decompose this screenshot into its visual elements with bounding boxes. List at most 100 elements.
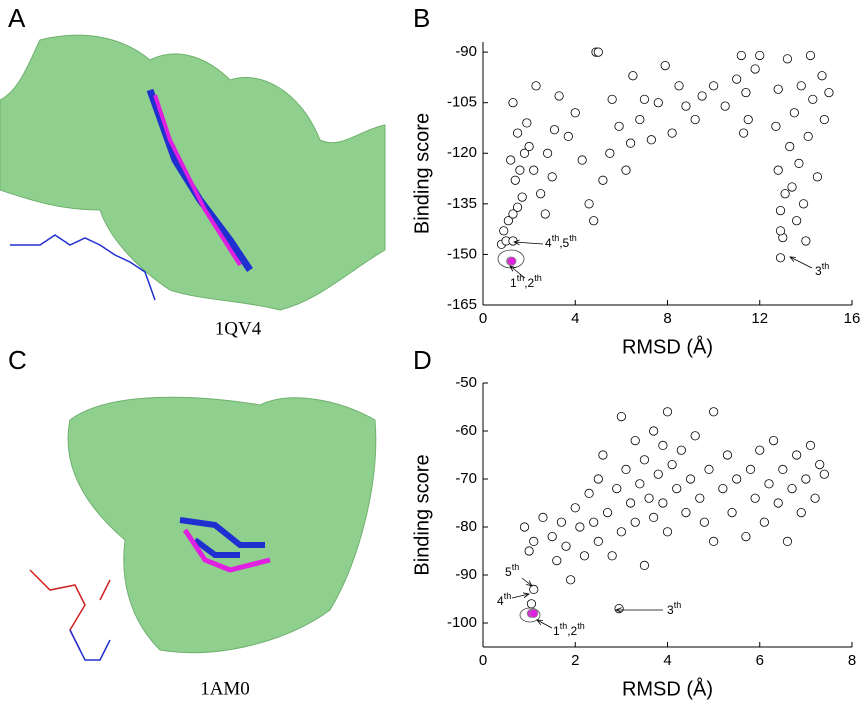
data-point xyxy=(612,483,622,494)
data-point xyxy=(563,131,573,142)
y-tick-label: -50 xyxy=(455,374,477,391)
data-point xyxy=(653,98,663,108)
panel-label: D xyxy=(413,345,432,375)
annotation-arrow xyxy=(511,594,529,599)
data-point xyxy=(792,450,802,460)
data-point xyxy=(741,87,751,98)
data-point xyxy=(803,131,813,142)
data-point xyxy=(775,226,786,236)
annotation-arrow xyxy=(537,620,553,629)
data-point xyxy=(695,493,705,503)
data-point xyxy=(566,575,576,585)
structure-label: 1AM0 xyxy=(200,678,250,699)
x-axis-label: RMSD (Å) xyxy=(622,335,713,358)
data-point xyxy=(709,407,719,417)
data-point xyxy=(605,148,615,158)
data-point xyxy=(635,114,645,125)
annotation-arrow xyxy=(790,257,813,269)
data-point xyxy=(773,84,783,94)
data-point xyxy=(801,236,811,246)
data-point xyxy=(660,61,670,71)
panel-label: A xyxy=(8,3,26,33)
data-point xyxy=(554,91,564,101)
data-point xyxy=(524,546,534,556)
data-point xyxy=(690,431,700,441)
data-point xyxy=(785,141,795,152)
data-point xyxy=(621,165,631,175)
data-point xyxy=(768,435,779,446)
data-point xyxy=(794,158,804,168)
annotation: 1th,2th xyxy=(553,621,585,638)
data-point xyxy=(750,493,760,503)
x-tick-label: 4 xyxy=(663,652,671,669)
data-point xyxy=(512,128,523,138)
data-point xyxy=(672,483,682,494)
data-point xyxy=(593,536,603,547)
data-point xyxy=(508,236,518,246)
data-point xyxy=(639,94,650,104)
data-point xyxy=(732,74,742,84)
data-point xyxy=(542,148,553,158)
data-point xyxy=(508,98,518,108)
data-point xyxy=(538,512,548,523)
panel-label: C xyxy=(8,345,27,375)
data-point xyxy=(547,172,557,182)
data-point xyxy=(614,603,624,614)
data-point xyxy=(676,445,686,455)
data-point xyxy=(771,121,781,131)
data-point xyxy=(646,135,656,145)
data-point xyxy=(602,507,613,518)
x-tick-label: 2 xyxy=(571,652,579,669)
y-tick-label: -90 xyxy=(455,566,477,583)
data-point xyxy=(796,81,806,91)
data-point xyxy=(524,141,534,152)
data-point xyxy=(616,411,626,422)
data-point xyxy=(741,531,751,542)
data-point xyxy=(507,256,517,266)
data-point xyxy=(739,128,749,138)
data-point xyxy=(570,108,580,118)
data-point xyxy=(798,199,809,209)
data-point xyxy=(529,584,539,595)
data-point xyxy=(787,182,797,192)
data-point xyxy=(547,531,557,542)
data-point xyxy=(667,459,677,470)
data-point xyxy=(662,407,673,417)
data-point xyxy=(499,226,509,236)
data-point xyxy=(808,94,818,104)
data-point xyxy=(773,165,783,175)
annotation-arrow xyxy=(510,266,526,279)
data-point xyxy=(704,464,714,474)
data-point xyxy=(819,114,829,125)
data-point xyxy=(639,455,650,465)
data-point xyxy=(755,50,765,61)
data-point xyxy=(718,483,728,494)
data-point xyxy=(614,121,624,131)
data-point xyxy=(540,209,550,219)
x-tick-label: 8 xyxy=(848,652,856,669)
data-point xyxy=(667,128,677,138)
data-point xyxy=(745,464,756,474)
data-point xyxy=(508,209,518,219)
data-point xyxy=(782,54,793,64)
data-point xyxy=(589,517,599,527)
data-point xyxy=(685,474,696,484)
data-point xyxy=(775,253,786,263)
x-tick-label: 12 xyxy=(751,310,768,327)
data-point xyxy=(589,216,599,226)
data-point xyxy=(517,192,527,202)
data-point xyxy=(552,555,562,566)
data-point xyxy=(593,474,603,484)
data-point xyxy=(575,522,585,532)
data-point xyxy=(743,114,753,125)
data-point xyxy=(579,551,590,561)
data-point xyxy=(773,498,783,508)
y-tick-label: -90 xyxy=(455,43,477,60)
x-tick-label: 16 xyxy=(844,310,861,327)
data-point xyxy=(736,50,746,61)
data-point xyxy=(512,202,523,212)
data-point xyxy=(750,64,760,74)
data-point xyxy=(720,101,730,111)
data-point xyxy=(796,507,806,518)
